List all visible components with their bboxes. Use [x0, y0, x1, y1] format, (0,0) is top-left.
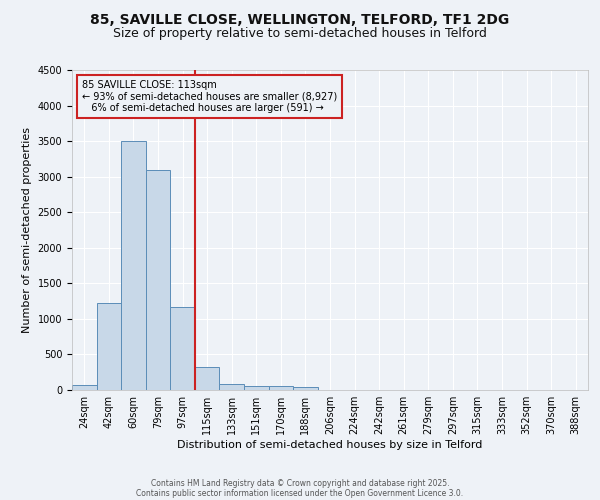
- Bar: [220, 384, 244, 390]
- Text: Size of property relative to semi-detached houses in Telford: Size of property relative to semi-detach…: [113, 28, 487, 40]
- Y-axis label: Number of semi-detached properties: Number of semi-detached properties: [22, 127, 32, 333]
- Bar: [97, 303, 121, 390]
- Text: Contains HM Land Registry data © Crown copyright and database right 2025.: Contains HM Land Registry data © Crown c…: [151, 478, 449, 488]
- Bar: [244, 386, 269, 390]
- Bar: [195, 366, 220, 390]
- Bar: [146, 170, 170, 390]
- Text: 85 SAVILLE CLOSE: 113sqm
← 93% of semi-detached houses are smaller (8,927)
   6%: 85 SAVILLE CLOSE: 113sqm ← 93% of semi-d…: [82, 80, 338, 113]
- Bar: [269, 386, 293, 390]
- Bar: [72, 385, 97, 390]
- X-axis label: Distribution of semi-detached houses by size in Telford: Distribution of semi-detached houses by …: [178, 440, 482, 450]
- Bar: [170, 307, 195, 390]
- Bar: [293, 387, 318, 390]
- Text: Contains public sector information licensed under the Open Government Licence 3.: Contains public sector information licen…: [136, 488, 464, 498]
- Bar: [121, 141, 146, 390]
- Text: 85, SAVILLE CLOSE, WELLINGTON, TELFORD, TF1 2DG: 85, SAVILLE CLOSE, WELLINGTON, TELFORD, …: [91, 12, 509, 26]
